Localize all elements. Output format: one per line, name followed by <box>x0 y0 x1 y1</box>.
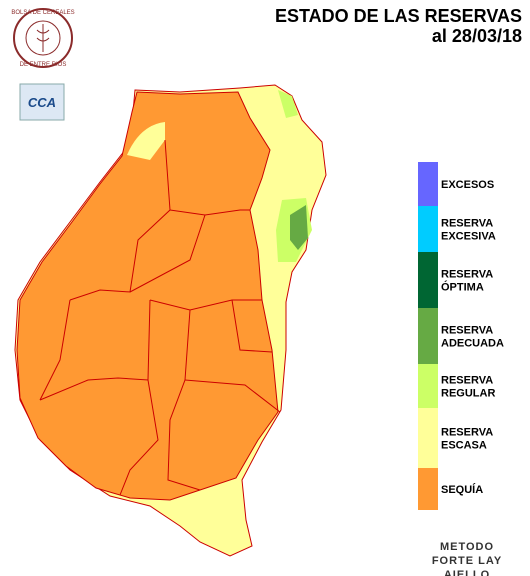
legend-swatch <box>418 308 438 364</box>
legend-label: ADECUADA <box>441 338 504 350</box>
method: METODO FORTE LAY AIELLO <box>432 541 502 576</box>
legend-swatch <box>418 206 438 252</box>
legend-swatch <box>418 468 438 510</box>
legend-label: RESERVA <box>441 375 493 387</box>
bolsa-logo: BOLSA DE CEREALES DE ENTRE RIOS <box>11 8 75 68</box>
date: al 28/03/18 <box>432 26 522 46</box>
legend-swatch <box>418 364 438 408</box>
legend: EXCESOSRESERVAEXCESIVARESERVAÓPTIMARESER… <box>418 162 504 510</box>
legend-swatch <box>418 252 438 308</box>
bolsa-bottom: DE ENTRE RIOS <box>20 62 67 68</box>
legend-label: SEQUÍA <box>441 483 483 496</box>
legend-label: RESERVA <box>441 269 493 281</box>
legend-label: ESCASA <box>441 440 487 452</box>
method-line: FORTE LAY <box>432 555 502 567</box>
cca-text: CCA <box>28 95 56 110</box>
legend-label: EXCESOS <box>441 179 494 191</box>
legend-label: RESERVA <box>441 427 493 439</box>
legend-label: RESERVA <box>441 325 493 337</box>
legend-label: REGULAR <box>441 388 495 400</box>
map <box>14 84 327 557</box>
legend-label: RESERVA <box>441 218 493 230</box>
title: ESTADO DE LAS RESERVAS <box>275 6 522 26</box>
cca-logo: CCA <box>19 83 65 121</box>
legend-label: EXCESIVA <box>441 231 496 243</box>
legend-swatch <box>418 162 438 206</box>
legend-swatch <box>418 408 438 468</box>
method-line: AIELLO <box>444 569 490 576</box>
bolsa-top: BOLSA DE CEREALES <box>11 10 74 16</box>
method-line: METODO <box>440 541 494 553</box>
legend-label: ÓPTIMA <box>441 281 484 294</box>
